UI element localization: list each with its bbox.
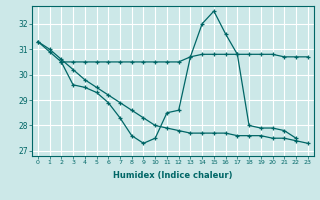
X-axis label: Humidex (Indice chaleur): Humidex (Indice chaleur) (113, 171, 233, 180)
